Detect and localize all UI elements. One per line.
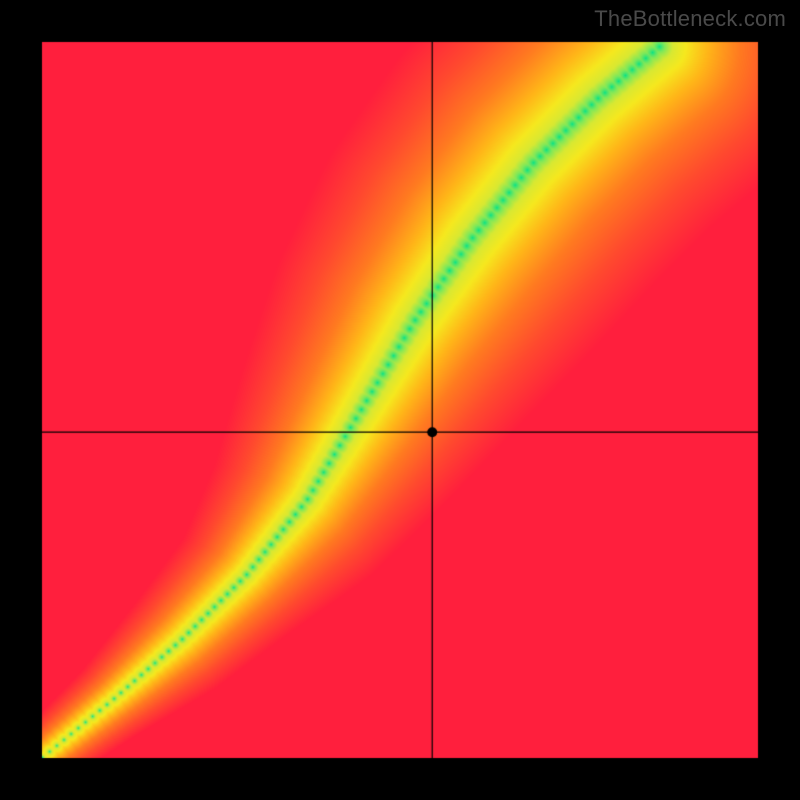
chart-container: TheBottleneck.com [0, 0, 800, 800]
bottleneck-heatmap [0, 0, 800, 800]
watermark-text: TheBottleneck.com [594, 6, 786, 32]
